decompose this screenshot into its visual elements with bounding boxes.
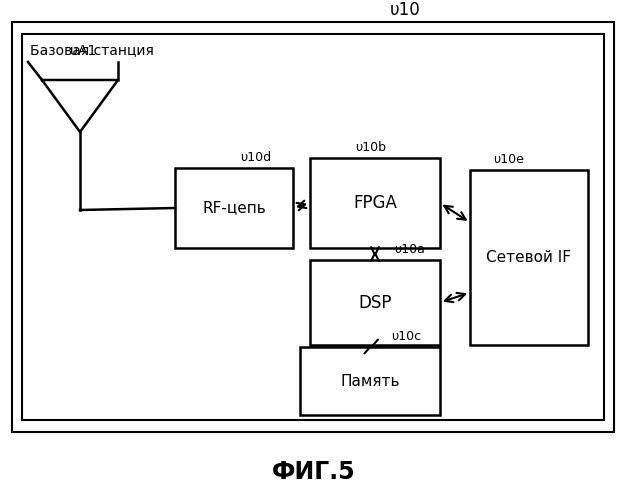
Polygon shape [42, 80, 118, 132]
Bar [22, 34, 604, 420]
Bar [470, 170, 588, 345]
Bar [300, 347, 440, 415]
Text: υ10a: υ10a [394, 243, 425, 256]
Text: Память: Память [340, 374, 400, 388]
Bar [175, 168, 293, 248]
Text: RF-цепь: RF-цепь [202, 200, 266, 216]
Text: υA1: υA1 [70, 44, 96, 58]
Text: υ10: υ10 [390, 1, 421, 19]
Bar [310, 260, 440, 345]
Text: υ10e: υ10e [494, 153, 524, 166]
Bar [310, 158, 440, 248]
Bar [12, 22, 614, 432]
Text: Базовая станция: Базовая станция [30, 43, 154, 57]
Text: υ10b: υ10b [355, 141, 386, 154]
Text: FPGA: FPGA [353, 194, 397, 212]
Text: DSP: DSP [358, 294, 392, 312]
Text: υ10c: υ10c [391, 330, 421, 343]
Text: υ10d: υ10d [240, 151, 271, 164]
Text: Сетевой IF: Сетевой IF [487, 250, 571, 265]
Text: ФИГ.5: ФИГ.5 [272, 460, 356, 484]
